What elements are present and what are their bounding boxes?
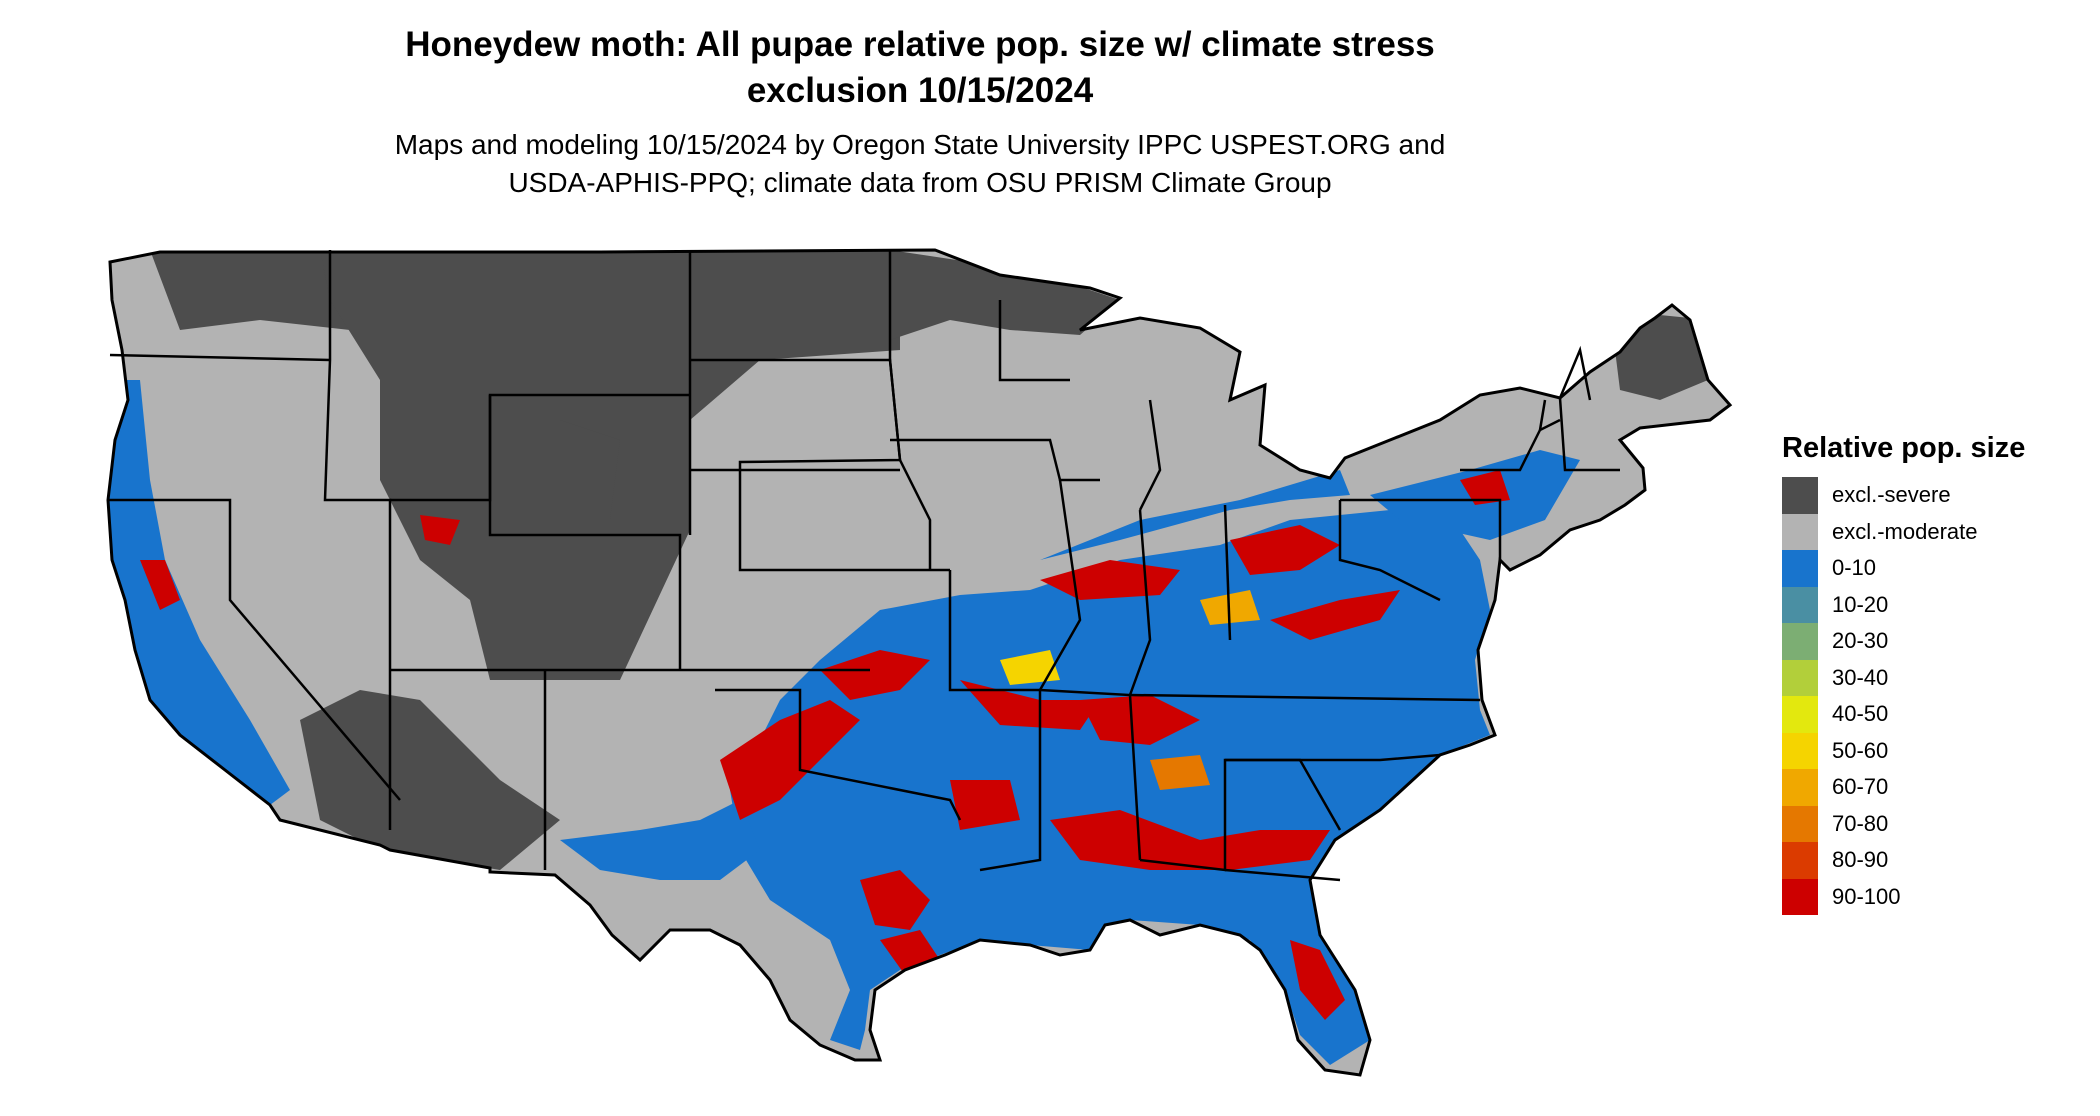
map-title-line1: Honeydew moth: All pupae relative pop. s… xyxy=(405,25,1435,64)
state-boundary xyxy=(1224,868,1341,882)
high-population-region xyxy=(1460,470,1510,505)
legend-swatch xyxy=(1782,623,1818,660)
legend-item: excl.-moderate xyxy=(1782,513,2025,550)
legend-item: 0-10 xyxy=(1782,550,2025,587)
legend-swatch xyxy=(1782,732,1818,769)
high-population-region xyxy=(820,650,930,700)
high-population-region xyxy=(140,560,180,610)
state-boundary xyxy=(1223,504,1232,641)
map-subtitle: Maps and modeling 10/15/2024 by Oregon S… xyxy=(220,126,1620,202)
high-population-region xyxy=(1230,525,1340,575)
state-boundary xyxy=(998,300,1070,382)
legend-swatch xyxy=(1782,513,1818,550)
map-title: Honeydew moth: All pupae relative pop. s… xyxy=(220,22,1620,114)
legend-swatch xyxy=(1782,842,1818,879)
state-boundary xyxy=(1038,479,1082,691)
legend-item: 30-40 xyxy=(1782,659,2025,696)
legend-items: excl.-severe excl.-moderate 0-10 10-20 20-30… xyxy=(1782,477,2025,915)
state-boundary xyxy=(109,353,331,362)
legend-label: 10-20 xyxy=(1832,591,1889,617)
legend-label: 30-40 xyxy=(1832,664,1889,690)
state-boundary xyxy=(488,395,682,670)
state-boundary xyxy=(1558,345,1592,401)
state-boundary xyxy=(108,498,401,801)
legend-swatch xyxy=(1782,696,1818,733)
legend-item: 80-90 xyxy=(1782,842,2025,879)
legend-label: 40-50 xyxy=(1832,701,1889,727)
legend-label: 80-90 xyxy=(1832,847,1889,873)
legend: Relative pop. size excl.-severe excl.-mod… xyxy=(1782,432,2025,915)
map-regions xyxy=(108,250,1730,1075)
high-population-region xyxy=(1270,590,1400,640)
suitable-region xyxy=(730,510,1490,1065)
high-population-region xyxy=(1290,940,1345,1020)
legend-label: 0-10 xyxy=(1832,555,1877,581)
high-population-region xyxy=(1080,695,1200,745)
state-boundary xyxy=(323,250,392,830)
map-subtitle-line2: USDA-APHIS-PPQ; climate data from OSU PR… xyxy=(508,167,1332,198)
state-boundary xyxy=(1340,498,1502,560)
state-boundary xyxy=(1225,753,1441,762)
legend-item: 70-80 xyxy=(1782,805,2025,842)
mid-population-region xyxy=(1150,755,1210,790)
state-boundary xyxy=(888,250,932,570)
suitable-region xyxy=(560,800,760,880)
excl-severe-region xyxy=(300,690,560,870)
state-boundaries xyxy=(108,250,1620,882)
legend-item: 50-60 xyxy=(1782,732,2025,769)
excl-severe-region xyxy=(890,250,1120,340)
legend-label: 60-70 xyxy=(1832,774,1889,800)
state-boundary xyxy=(1138,399,1162,511)
state-boundary xyxy=(890,438,1100,482)
legend-item: 60-70 xyxy=(1782,769,2025,806)
excl-severe-region xyxy=(560,420,620,520)
mid-population-region xyxy=(1000,650,1060,685)
state-boundary xyxy=(1338,500,1441,602)
excl-severe-region xyxy=(150,250,360,330)
map-subtitle-line1: Maps and modeling 10/15/2024 by Oregon S… xyxy=(394,129,1446,160)
suitable-region xyxy=(1040,470,1350,560)
legend-swatch xyxy=(1782,586,1818,623)
legend-label: excl.-moderate xyxy=(1832,518,1978,544)
legend-item: 20-30 xyxy=(1782,623,2025,660)
state-boundary xyxy=(1460,418,1561,472)
legend-label: 20-30 xyxy=(1832,628,1889,654)
state-boundary xyxy=(715,688,962,821)
map-title-line2: exclusion 10/15/2024 xyxy=(746,71,1094,110)
state-boundary xyxy=(1129,693,1481,702)
suitable-region xyxy=(108,380,290,805)
high-population-region xyxy=(420,515,460,545)
state-boundary xyxy=(690,358,950,572)
legend-swatch xyxy=(1782,878,1818,915)
legend-label: excl.-severe xyxy=(1832,482,1951,508)
high-population-region xyxy=(720,700,860,820)
legend-swatch xyxy=(1782,769,1818,806)
legend-swatch xyxy=(1782,550,1818,587)
high-population-region xyxy=(1050,810,1330,870)
high-population-region xyxy=(950,780,1020,830)
legend-swatch xyxy=(1782,659,1818,696)
legend-label: 50-60 xyxy=(1832,737,1889,763)
high-population-region xyxy=(860,870,930,930)
legend-title: Relative pop. size xyxy=(1782,432,2026,464)
state-boundary xyxy=(1538,397,1620,472)
legend-item: 10-20 xyxy=(1782,586,2025,623)
legend-item: 90-100 xyxy=(1782,878,2025,915)
high-population-region xyxy=(960,680,1100,730)
legend-label: 70-80 xyxy=(1832,810,1889,836)
legend-item: excl.-severe xyxy=(1782,477,2025,514)
legend-label: 90-100 xyxy=(1832,883,1901,909)
legend-item: 40-50 xyxy=(1782,696,2025,733)
legend-swatch xyxy=(1782,477,1818,514)
legend-swatch xyxy=(1782,805,1818,842)
state-boundary xyxy=(1128,509,1152,696)
